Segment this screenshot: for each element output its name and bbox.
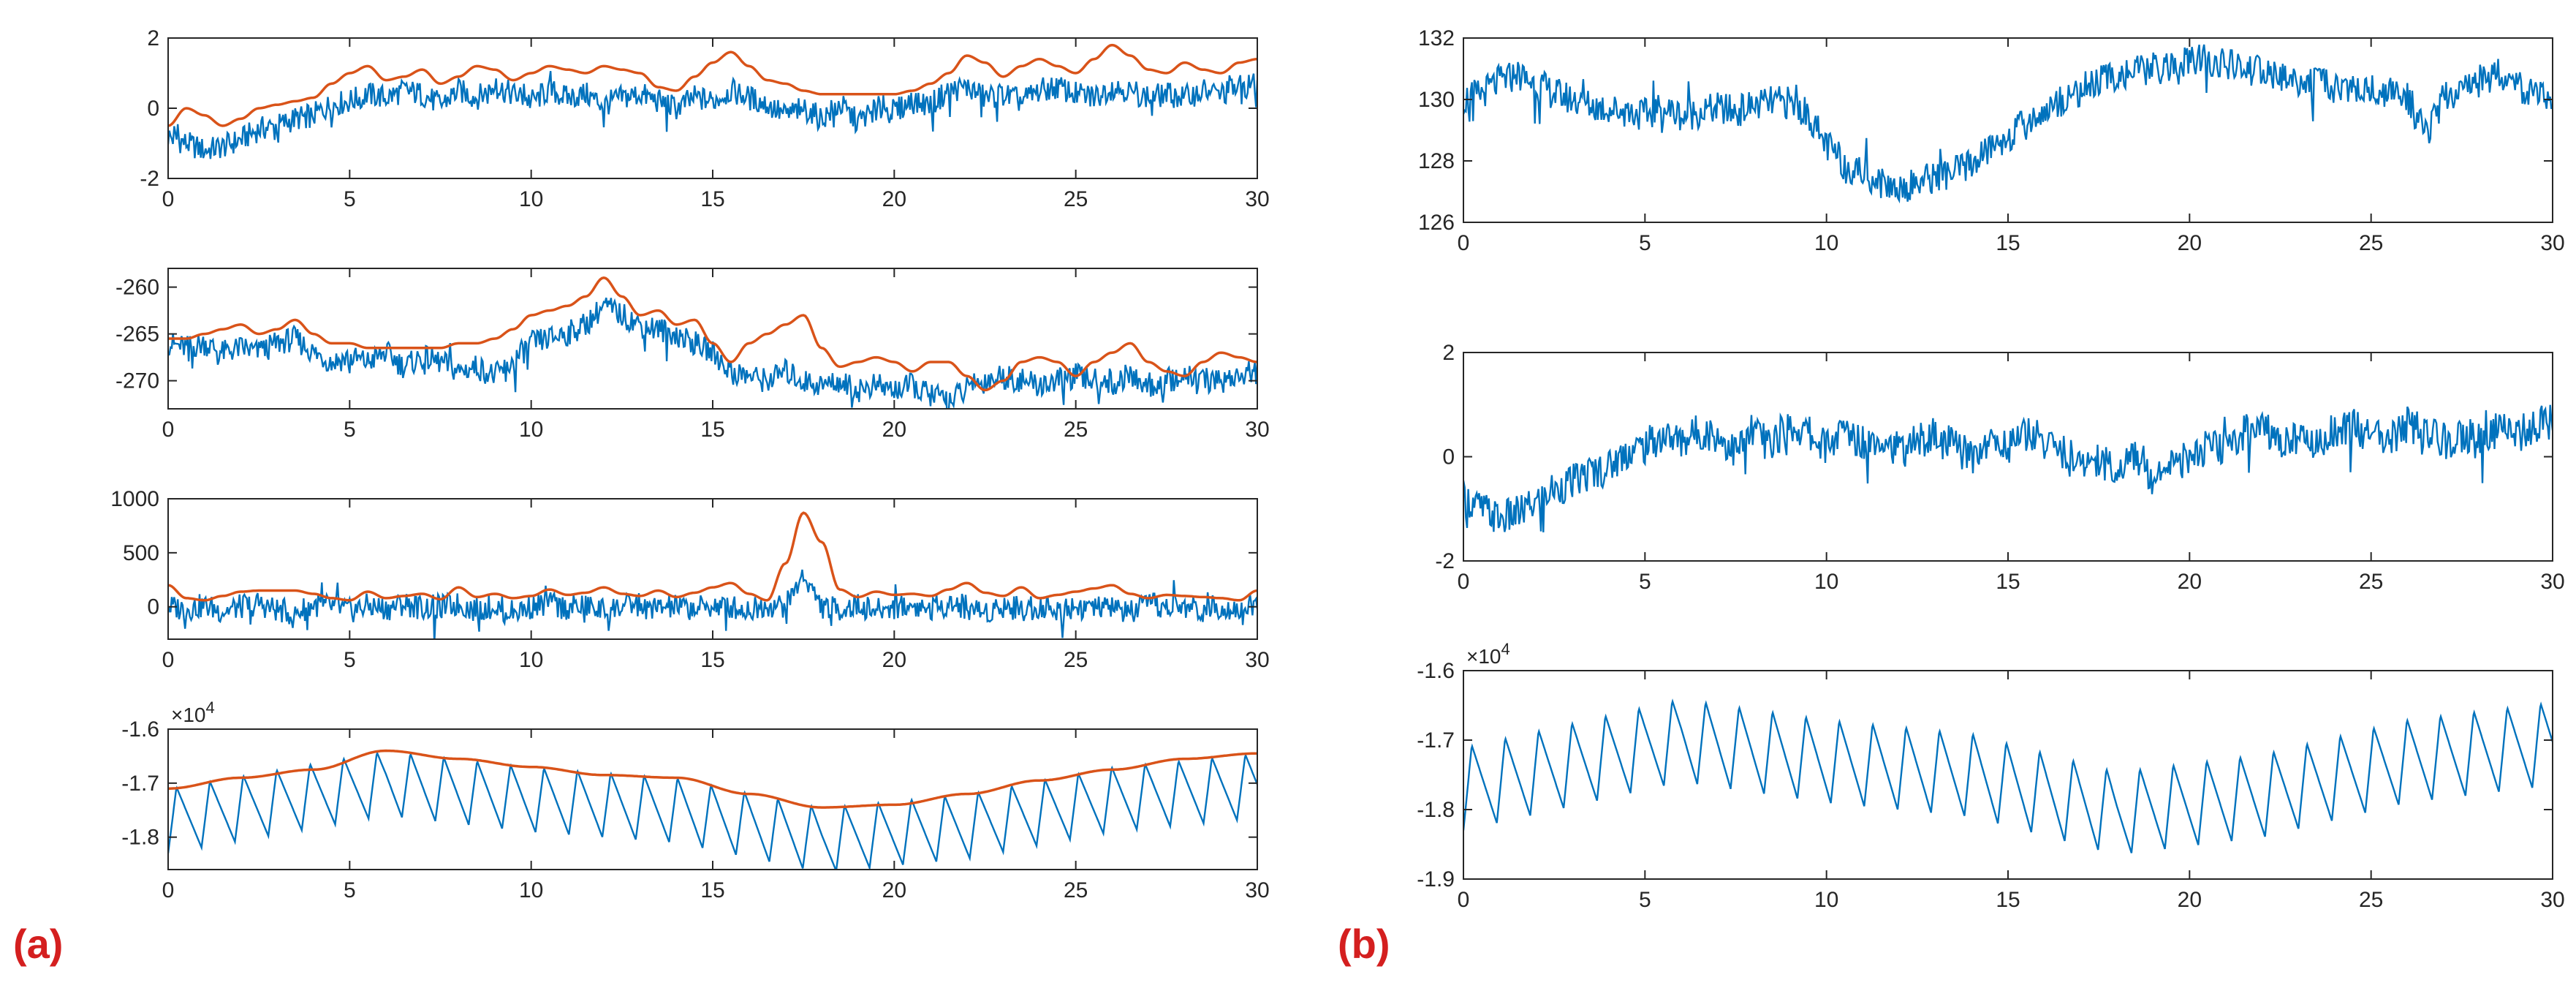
x-tick-label: 10	[519, 418, 543, 442]
x-tick-label: 30	[2540, 888, 2564, 912]
x-tick-label: 0	[162, 418, 175, 442]
x-tick-label: 30	[2540, 570, 2564, 594]
x-tick-label: 0	[162, 648, 175, 672]
x-tick-label: 15	[700, 648, 724, 672]
x-tick-label: 30	[1245, 878, 1269, 902]
x-tick-label: 10	[1814, 231, 1838, 255]
y-tick-label: -1.7	[1417, 728, 1455, 753]
x-tick-label: 10	[519, 878, 543, 902]
series-signal-b3	[1463, 698, 2553, 853]
series-signal-a1	[168, 71, 1257, 159]
y-tick-label: 2	[147, 26, 159, 50]
panel-label-a: (a)	[13, 921, 63, 967]
y-tick-label: 128	[1418, 149, 1455, 173]
x-tick-label: 5	[1639, 231, 1651, 255]
x-tick-label: 15	[700, 418, 724, 442]
y-tick-label: -270	[115, 369, 159, 393]
x-tick-label: 30	[2540, 231, 2564, 255]
x-tick-label: 15	[700, 187, 724, 211]
x-tick-label: 15	[700, 878, 724, 902]
x-tick-label: 5	[1639, 570, 1651, 594]
x-tick-label: 10	[519, 648, 543, 672]
axes-box-b1	[1463, 37, 2553, 223]
x-tick-label: 20	[2178, 888, 2202, 912]
series-envelope-a2	[168, 276, 1257, 392]
x-tick-label: 25	[2359, 888, 2383, 912]
series-signal-a2	[168, 297, 1257, 409]
plot-a2: 0 5 10 15 20 25 30 -260 -265 -270	[115, 268, 1270, 442]
x-tick-label: 5	[344, 648, 356, 672]
y-tick-label: 126	[1418, 211, 1455, 235]
x-tick-label: 0	[1458, 570, 1470, 594]
x-tick-label: 5	[344, 878, 356, 902]
y-tick-label: -1.6	[121, 717, 159, 742]
x-tick-label: 20	[882, 418, 906, 442]
x-tick-label: 25	[2359, 231, 2383, 255]
x-tick-label: 10	[1814, 888, 1838, 912]
x-tick-label: 10	[1814, 570, 1838, 594]
series-signal-b1	[1463, 44, 2553, 204]
x-tick-label: 0	[162, 878, 175, 902]
y-tick-label: 1000	[110, 487, 159, 511]
series-envelope-a4	[168, 749, 1257, 809]
x-tick-label: 20	[2178, 570, 2202, 594]
y-tick-label: 0	[147, 595, 159, 619]
x-tick-label: 30	[1245, 648, 1269, 672]
x-tick-label: 25	[1064, 418, 1088, 442]
axes-box-a4	[167, 728, 1258, 870]
x-tick-label: 20	[882, 648, 906, 672]
x-tick-label: 5	[344, 418, 356, 442]
y-tick-label: -2	[140, 167, 159, 191]
plot-b1: 0 5 10 15 20 25 30 132 130 128 126	[1418, 26, 2565, 255]
y-tick-label: 2	[1442, 341, 1455, 365]
x-tick-label: 0	[1458, 888, 1470, 912]
x-tick-label: 15	[1996, 570, 2020, 594]
plot-b3: 0 5 10 15 20 25 30 -1.6 -1.7 -1.8 -1.9 ×104	[1417, 640, 2564, 912]
x-tick-label: 25	[2359, 570, 2383, 594]
y-exponent-label: ×104	[171, 698, 215, 726]
x-tick-label: 25	[1064, 648, 1088, 672]
y-tick-label: 132	[1418, 26, 1455, 50]
plot-a1: 0 5 10 15 20 25 30-202	[140, 26, 1269, 211]
y-tick-label: -1.8	[121, 826, 159, 850]
y-tick-label: -1.7	[121, 772, 159, 796]
x-tick-label: 20	[882, 878, 906, 902]
x-tick-label: 0	[1458, 231, 1470, 255]
x-tick-label: 25	[1064, 878, 1088, 902]
x-tick-label: 30	[1245, 418, 1269, 442]
y-tick-label: -260	[115, 276, 159, 300]
plot-a4: 0 5 10 15 20 25 30 -1.6 -1.7 -1.8 ×104	[121, 698, 1269, 902]
axes-box-a3	[167, 498, 1258, 640]
y-tick-label: -1.6	[1417, 659, 1455, 683]
y-tick-label: -2	[1435, 549, 1455, 573]
series-envelope-a1	[168, 43, 1257, 127]
y-tick-label: -265	[115, 323, 159, 347]
y-tick-label: -1.8	[1417, 798, 1455, 822]
y-tick-label: 0	[1442, 445, 1455, 470]
x-tick-label: 25	[1064, 187, 1088, 211]
y-tick-label: 0	[147, 97, 159, 121]
y-tick-label: -1.9	[1417, 867, 1455, 891]
x-tick-label: 5	[344, 187, 356, 211]
x-tick-label: 20	[882, 187, 906, 211]
series-signal-b2	[1463, 404, 2553, 532]
x-tick-label: 30	[1245, 187, 1269, 211]
y-exponent-label: ×104	[1466, 640, 1510, 668]
x-tick-label: 0	[162, 187, 175, 211]
x-tick-label: 15	[1996, 888, 2020, 912]
panel-label-b: (b)	[1338, 921, 1390, 967]
axes-box-a2	[167, 268, 1258, 410]
series-signal-a3	[168, 569, 1257, 639]
y-tick-label: 130	[1418, 88, 1455, 112]
series-signal-a4	[168, 750, 1257, 870]
x-tick-label: 15	[1996, 231, 2020, 255]
x-tick-label: 5	[1639, 888, 1651, 912]
series-envelope-a3	[168, 511, 1257, 602]
y-tick-label: 500	[123, 541, 159, 565]
x-tick-label: 20	[2178, 231, 2202, 255]
x-tick-label: 10	[519, 187, 543, 211]
plot-a3: 0 5 10 15 20 25 30 1000 500 0	[110, 487, 1269, 672]
